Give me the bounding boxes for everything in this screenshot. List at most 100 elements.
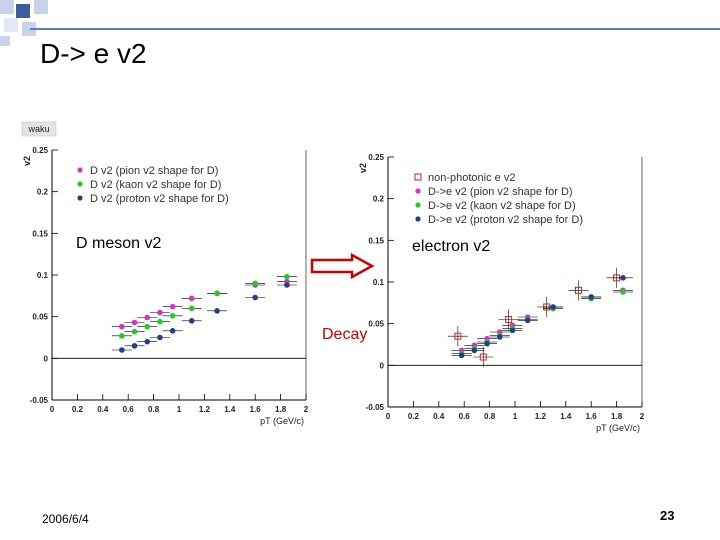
deco-square xyxy=(16,4,30,18)
data-point xyxy=(119,333,125,339)
x-tick-label: 1.4 xyxy=(560,412,572,421)
title-rule xyxy=(30,28,720,30)
y-tick-label: 0.25 xyxy=(32,146,48,155)
x-tick-label: 2 xyxy=(640,412,645,421)
data-point xyxy=(550,304,556,310)
y-tick-label: 0.05 xyxy=(368,320,384,329)
x-tick-label: 1 xyxy=(177,405,182,414)
deco-square xyxy=(0,0,14,14)
y-tick-label: 0 xyxy=(380,361,385,370)
legend-label: non-photonic e v2 xyxy=(428,172,515,184)
legend-label: D->e v2 (proton v2 shape for D) xyxy=(428,214,583,226)
x-tick-label: 0.4 xyxy=(97,405,109,414)
x-tick-label: 0.2 xyxy=(72,405,84,414)
y-axis-label: v2 xyxy=(22,156,32,166)
x-tick-label: 1.6 xyxy=(250,405,262,414)
corner-label-box xyxy=(21,121,57,137)
data-point xyxy=(144,338,151,345)
x-tick-label: 0.6 xyxy=(123,405,135,414)
y-tick-label: 0.25 xyxy=(368,153,384,162)
data-point xyxy=(214,290,220,297)
data-point xyxy=(188,305,195,312)
legend-marker xyxy=(414,173,422,181)
x-tick-label: 1.6 xyxy=(586,412,598,421)
data-point xyxy=(588,294,594,300)
data-point xyxy=(131,343,138,349)
data-point xyxy=(484,340,490,347)
legend-label: D->e v2 (pion v2 shape for D) xyxy=(428,186,573,198)
slide-title: D-> e v2 xyxy=(40,38,147,69)
y-tick-label: 0.15 xyxy=(368,236,384,245)
y-tick-label: 0.1 xyxy=(373,278,385,287)
data-point xyxy=(479,353,487,361)
x-tick-label: 0.4 xyxy=(433,412,445,421)
y-tick-label: 0 xyxy=(44,354,49,363)
footer-date: 2006/6/4 xyxy=(42,512,89,526)
legend-marker xyxy=(77,195,83,201)
x-tick-label: 0.6 xyxy=(459,412,471,421)
data-point xyxy=(505,316,513,323)
data-point xyxy=(214,308,220,314)
x-tick-label: 0 xyxy=(50,405,55,414)
data-point xyxy=(458,352,465,359)
y-tick-label: -0.05 xyxy=(366,403,385,412)
data-point xyxy=(131,319,138,326)
x-axis-label: pT (GeV/c) xyxy=(260,416,304,426)
legend-label: D->e v2 (kaon v2 shape for D) xyxy=(428,200,576,212)
decay-arrow-icon xyxy=(310,252,375,280)
data-point xyxy=(454,332,462,340)
x-axis-label: pT (GeV/c) xyxy=(596,423,640,433)
data-point xyxy=(471,347,478,354)
page-number: 23 xyxy=(660,508,675,523)
data-point xyxy=(575,286,582,294)
decay-label: Decay xyxy=(322,326,368,343)
data-point xyxy=(157,318,163,325)
x-tick-label: 0.8 xyxy=(484,412,496,421)
legend-marker xyxy=(415,188,421,194)
x-tick-label: 1 xyxy=(513,412,518,421)
data-point xyxy=(284,273,290,280)
legend-marker xyxy=(77,167,83,173)
deco-square xyxy=(0,36,10,46)
data-point xyxy=(188,318,195,324)
legend-label: D v2 (proton v2 shape for D) xyxy=(90,193,229,205)
y-tick-label: -0.05 xyxy=(30,396,49,405)
data-point xyxy=(169,303,176,310)
x-tick-label: 1.2 xyxy=(199,405,211,414)
corner-label: waku xyxy=(27,124,49,134)
deco-square xyxy=(34,0,48,14)
legend-marker xyxy=(415,202,421,208)
data-point xyxy=(144,323,151,330)
data-point xyxy=(620,275,626,281)
y-tick-label: 0.15 xyxy=(32,229,48,238)
x-tick-label: 1.8 xyxy=(275,405,287,414)
legend-marker xyxy=(415,216,421,222)
data-point xyxy=(188,295,195,302)
data-point xyxy=(509,327,516,334)
data-point xyxy=(157,309,163,316)
data-point xyxy=(119,347,125,353)
x-tick-label: 0.2 xyxy=(408,412,420,421)
legend-label: D v2 (kaon v2 shape for D) xyxy=(90,179,221,191)
data-point xyxy=(284,282,290,288)
plot-overlay-label: D meson v2 xyxy=(76,235,161,252)
y-tick-label: 0.1 xyxy=(37,271,49,280)
data-point xyxy=(169,328,176,334)
data-point xyxy=(252,280,258,287)
data-point xyxy=(119,323,125,330)
y-tick-label: 0.05 xyxy=(32,313,48,322)
y-axis-label: v2 xyxy=(358,163,368,173)
x-tick-label: 1.8 xyxy=(611,412,623,421)
deco-square xyxy=(22,22,36,36)
y-tick-label: 0.2 xyxy=(373,195,385,204)
x-tick-label: 0 xyxy=(386,412,391,421)
data-point xyxy=(131,328,138,335)
data-point xyxy=(169,313,176,319)
data-point xyxy=(252,294,258,301)
x-tick-label: 0.8 xyxy=(148,405,160,414)
data-point xyxy=(620,289,626,295)
data-point xyxy=(496,334,503,340)
x-tick-label: 1.2 xyxy=(535,412,547,421)
